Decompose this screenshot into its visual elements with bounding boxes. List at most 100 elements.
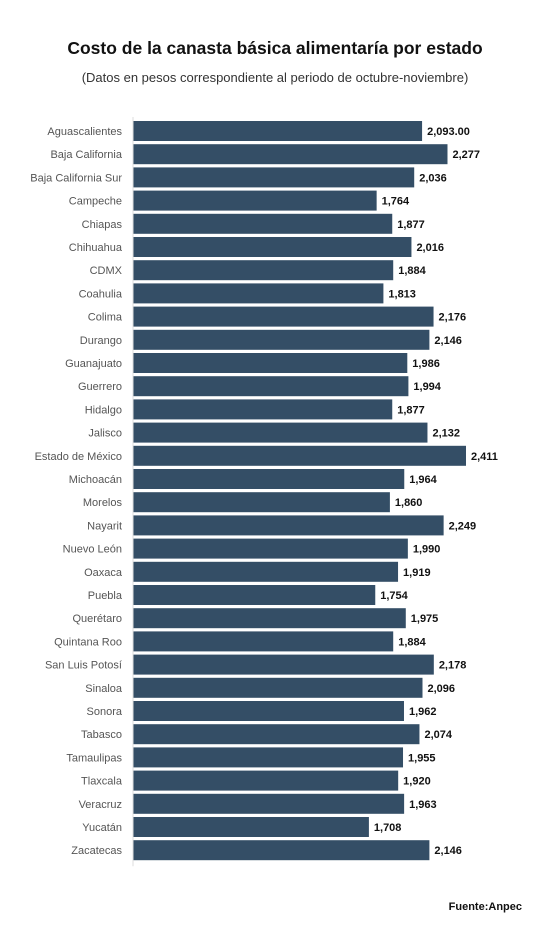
category-label: Tabasco bbox=[81, 729, 122, 741]
value-label: 1,813 bbox=[388, 288, 416, 300]
bar bbox=[133, 817, 369, 837]
value-label: 2,146 bbox=[434, 845, 462, 857]
bar bbox=[133, 237, 412, 257]
category-label: Nayarit bbox=[87, 520, 122, 532]
bar bbox=[133, 399, 393, 420]
value-label: 2,176 bbox=[439, 312, 467, 324]
category-label: Puebla bbox=[88, 590, 123, 602]
category-label: Guerrero bbox=[78, 381, 122, 393]
category-label: Tamaulipas bbox=[66, 752, 122, 764]
category-label: CDMX bbox=[90, 265, 123, 277]
value-label: 2,277 bbox=[452, 149, 480, 161]
bar bbox=[133, 538, 408, 559]
value-label: 2,132 bbox=[432, 428, 460, 440]
bar bbox=[133, 422, 428, 443]
category-label: Estado de México bbox=[35, 451, 122, 463]
value-label: 2,249 bbox=[449, 520, 477, 532]
value-label: 1,986 bbox=[412, 358, 440, 370]
category-label: Morelos bbox=[83, 497, 123, 509]
value-label: 1,877 bbox=[397, 404, 425, 416]
bar bbox=[133, 701, 404, 721]
source-credit: Fuente:Anpec bbox=[448, 901, 522, 913]
bar bbox=[133, 654, 434, 675]
bar bbox=[133, 724, 420, 745]
value-label: 1,877 bbox=[397, 219, 425, 231]
category-label: Durango bbox=[80, 335, 122, 347]
bar bbox=[133, 329, 430, 350]
category-label: Hidalgo bbox=[85, 404, 122, 416]
value-label: 1,990 bbox=[413, 544, 441, 556]
category-label: Querétaro bbox=[72, 613, 122, 625]
bar bbox=[133, 840, 430, 861]
category-label: Aguascalientes bbox=[47, 126, 122, 138]
category-label: Sonora bbox=[87, 706, 123, 718]
category-label: Michoacán bbox=[69, 474, 122, 486]
value-label: 1,962 bbox=[409, 706, 437, 718]
bar bbox=[133, 770, 399, 791]
bar bbox=[133, 190, 377, 211]
category-label: Veracruz bbox=[79, 799, 122, 811]
value-label: 1,994 bbox=[413, 381, 441, 393]
bar bbox=[133, 445, 466, 466]
category-label: Tlaxcala bbox=[81, 776, 123, 788]
bar bbox=[133, 213, 393, 234]
value-label: 2,096 bbox=[427, 683, 455, 695]
bar bbox=[133, 469, 405, 489]
bar bbox=[133, 121, 423, 141]
category-label: Nuevo León bbox=[63, 544, 122, 556]
category-label: Chiapas bbox=[82, 219, 123, 231]
value-label: 1,955 bbox=[408, 752, 436, 764]
bar bbox=[133, 631, 394, 652]
value-label: 1,975 bbox=[411, 613, 439, 625]
value-label: 1,920 bbox=[403, 776, 431, 788]
category-label: Baja California Sur bbox=[30, 172, 122, 184]
category-label: Chihuahua bbox=[69, 242, 123, 254]
value-label: 2,016 bbox=[416, 242, 444, 254]
value-label: 1,919 bbox=[403, 567, 431, 579]
bars-group: Aguascalientes 2,093.00 Baja California 2,2… bbox=[30, 121, 498, 861]
value-label: 2,178 bbox=[439, 660, 467, 672]
value-label: 1,884 bbox=[398, 636, 426, 648]
bar bbox=[133, 260, 394, 281]
bar bbox=[133, 793, 405, 814]
bar bbox=[133, 585, 376, 605]
bar bbox=[133, 376, 409, 397]
category-label: Yucatán bbox=[82, 822, 122, 834]
category-label: Zacatecas bbox=[71, 845, 122, 857]
bar bbox=[133, 144, 448, 165]
value-label: 1,764 bbox=[382, 196, 410, 208]
chart-subtitle: (Datos en pesos correspondiente al perio… bbox=[81, 70, 469, 85]
bar bbox=[133, 167, 415, 188]
value-label: 1,964 bbox=[409, 474, 437, 486]
value-label: 1,754 bbox=[380, 590, 408, 602]
value-label: 2,146 bbox=[434, 335, 462, 347]
bar bbox=[133, 515, 444, 536]
category-label: Colima bbox=[88, 312, 123, 324]
value-label: 1,884 bbox=[398, 265, 426, 277]
category-label: Sinaloa bbox=[85, 683, 123, 695]
bar bbox=[133, 283, 384, 304]
value-label: 2,093.00 bbox=[427, 126, 470, 138]
bar bbox=[133, 677, 423, 698]
bar bbox=[133, 306, 434, 327]
category-label: Jalisco bbox=[88, 428, 122, 440]
category-label: Baja California bbox=[50, 149, 122, 161]
bar bbox=[133, 747, 404, 768]
bar bbox=[133, 608, 406, 629]
category-label: Oaxaca bbox=[84, 567, 123, 579]
category-label: San Luis Potosí bbox=[45, 660, 122, 672]
bar bbox=[133, 561, 399, 582]
category-label: Campeche bbox=[69, 196, 122, 208]
bar bbox=[133, 492, 390, 513]
chart-title: Costo de la canasta básica alimentaría p… bbox=[67, 38, 483, 58]
bar bbox=[133, 353, 408, 373]
category-label: Guanajuato bbox=[65, 358, 122, 370]
category-label: Quintana Roo bbox=[54, 636, 122, 648]
value-label: 2,074 bbox=[424, 729, 452, 741]
value-label: 1,963 bbox=[409, 799, 437, 811]
value-label: 2,036 bbox=[419, 172, 447, 184]
value-label: 1,708 bbox=[374, 822, 402, 834]
value-label: 1,860 bbox=[395, 497, 423, 509]
value-label: 2,411 bbox=[471, 451, 498, 463]
